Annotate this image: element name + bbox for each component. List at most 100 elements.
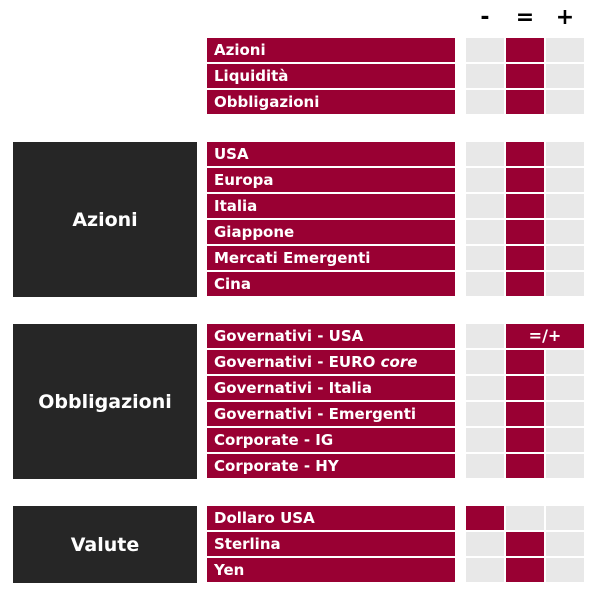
row-label: Europa	[207, 168, 455, 192]
table-row: Governativi - Italia	[0, 376, 593, 400]
row-label: Corporate - HY	[207, 454, 455, 478]
row-label: Governativi - EURO core	[207, 350, 455, 374]
header-plus: +	[555, 5, 575, 30]
cell-minus	[466, 168, 504, 192]
cell-equal-active	[506, 168, 544, 192]
cell-equal-active	[506, 402, 544, 426]
cell-minus	[466, 194, 504, 218]
row-label: Governativi - USA	[207, 324, 455, 348]
cell-plus	[546, 350, 584, 374]
cell-minus-active	[466, 506, 504, 530]
cell-equal-active	[506, 90, 544, 114]
row-label: USA	[207, 142, 455, 166]
group-title: Obbligazioni	[38, 390, 172, 413]
cell-plus	[546, 64, 584, 88]
cell-plus	[546, 142, 584, 166]
row-label-main: Governativi - EURO	[214, 353, 381, 371]
cell-plus	[546, 168, 584, 192]
cell-equal	[506, 506, 544, 530]
cell-equal-active	[506, 220, 544, 244]
table-row: Governativi - USA =/+	[0, 324, 593, 348]
cell-plus	[546, 506, 584, 530]
cell-plus	[546, 272, 584, 296]
row-label: Dollaro USA	[207, 506, 455, 530]
table-row: Sterlina	[0, 532, 593, 556]
cell-minus	[466, 324, 504, 348]
table-row: Europa	[0, 168, 593, 192]
cell-equal-active	[506, 194, 544, 218]
row-label: Yen	[207, 558, 455, 582]
cell-minus	[466, 142, 504, 166]
cell-minus	[466, 246, 504, 270]
cell-equal-active	[506, 350, 544, 374]
row-label: Obbligazioni	[207, 90, 455, 114]
cell-minus	[466, 376, 504, 400]
table-row: Governativi - Emergenti	[0, 402, 593, 426]
cell-equal-active	[506, 64, 544, 88]
cell-minus	[466, 90, 504, 114]
cell-minus	[466, 272, 504, 296]
row-label: Giappone	[207, 220, 455, 244]
cell-equal-active	[506, 376, 544, 400]
group-valute: Valute	[13, 506, 197, 583]
row-label: Corporate - IG	[207, 428, 455, 452]
table-row: Corporate - HY	[0, 454, 593, 478]
cell-minus	[466, 454, 504, 478]
cell-minus	[466, 64, 504, 88]
table-row: Dollaro USA	[0, 506, 593, 530]
cell-equal-active	[506, 272, 544, 296]
cell-equal-active	[506, 532, 544, 556]
summary-row: Obbligazioni	[0, 90, 593, 114]
group-obbligazioni: Obbligazioni	[13, 324, 197, 479]
row-label: Azioni	[207, 38, 455, 62]
table-row: USA	[0, 142, 593, 166]
group-azioni: Azioni	[13, 142, 197, 297]
table-row: Corporate - IG	[0, 428, 593, 452]
group-title: Azioni	[72, 208, 138, 231]
cell-minus	[466, 350, 504, 374]
table-row: Giappone	[0, 220, 593, 244]
table-row: Cina	[0, 272, 593, 296]
cell-plus	[546, 220, 584, 244]
cell-equal-plus-badge: =/+	[506, 324, 584, 348]
cell-plus	[546, 376, 584, 400]
cell-equal-active	[506, 246, 544, 270]
row-label: Liquidità	[207, 64, 455, 88]
header-equal: =	[515, 5, 535, 30]
cell-minus	[466, 38, 504, 62]
cell-minus	[466, 402, 504, 426]
row-label: Cina	[207, 272, 455, 296]
group-title: Valute	[70, 533, 140, 556]
row-label: Governativi - Emergenti	[207, 402, 455, 426]
row-label: Mercati Emergenti	[207, 246, 455, 270]
cell-equal-active	[506, 558, 544, 582]
cell-equal-active	[506, 38, 544, 62]
row-label: Sterlina	[207, 532, 455, 556]
header-minus: -	[480, 5, 490, 30]
cell-minus	[466, 220, 504, 244]
cell-plus	[546, 402, 584, 426]
cell-plus	[546, 246, 584, 270]
table-row: Italia	[0, 194, 593, 218]
cell-plus	[546, 194, 584, 218]
row-label: Italia	[207, 194, 455, 218]
table-row: Governativi - EURO core	[0, 350, 593, 374]
cell-equal-active	[506, 142, 544, 166]
table-row: Mercati Emergenti	[0, 246, 593, 270]
cell-plus	[546, 428, 584, 452]
cell-plus	[546, 454, 584, 478]
cell-equal-active	[506, 428, 544, 452]
cell-plus	[546, 38, 584, 62]
cell-minus	[466, 532, 504, 556]
cell-plus	[546, 90, 584, 114]
cell-plus	[546, 532, 584, 556]
summary-row: Azioni	[0, 38, 593, 62]
row-label: Governativi - Italia	[207, 376, 455, 400]
cell-equal-active	[506, 454, 544, 478]
cell-plus	[546, 558, 584, 582]
table-row: Yen	[0, 558, 593, 582]
cell-minus	[466, 558, 504, 582]
row-label-italic: core	[380, 353, 418, 371]
summary-row: Liquidità	[0, 64, 593, 88]
cell-minus	[466, 428, 504, 452]
